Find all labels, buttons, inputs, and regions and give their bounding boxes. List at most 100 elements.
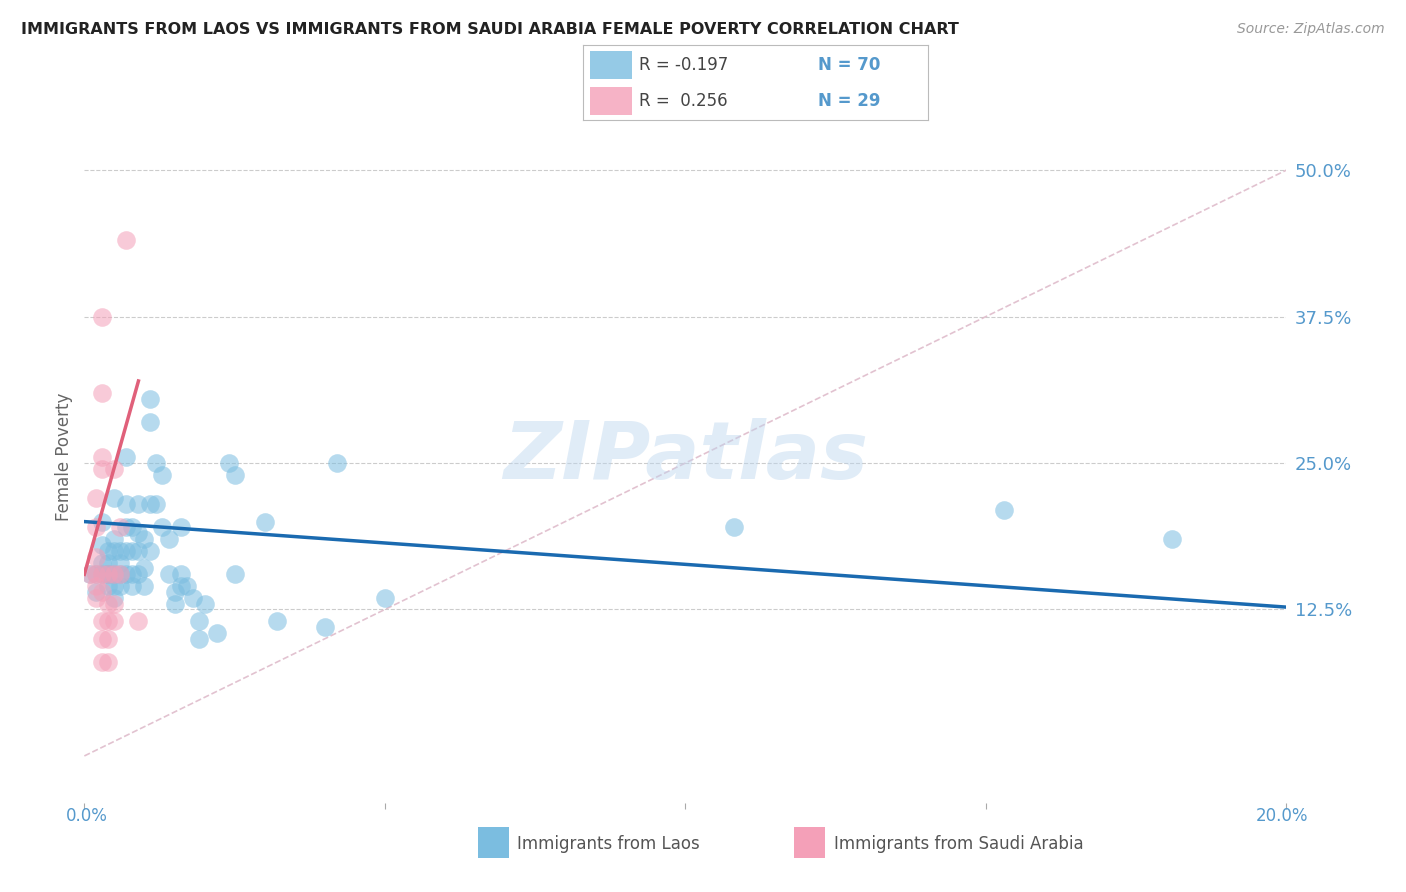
Point [91,538,114,552]
Point [121,544,143,558]
Point [139,544,162,558]
Point [97,579,120,593]
Point [91,310,114,324]
Point [97,632,120,646]
Point [97,655,120,669]
Point [103,614,125,628]
FancyBboxPatch shape [591,52,631,79]
Point [152,520,174,534]
Point [187,632,209,646]
Point [169,567,191,582]
Point [145,497,167,511]
Point [181,591,204,605]
Point [91,450,114,465]
Point [253,515,276,529]
Point [91,515,114,529]
Point [127,497,149,511]
Point [993,503,1015,517]
Text: Immigrants from Saudi Arabia: Immigrants from Saudi Arabia [834,835,1084,853]
Text: N = 70: N = 70 [818,56,880,74]
Point [97,567,120,582]
Point [91,385,114,400]
Point [79,567,101,582]
Point [91,556,114,570]
Point [115,233,138,247]
FancyBboxPatch shape [591,87,631,115]
Point [127,567,149,582]
Point [103,544,125,558]
Point [86,585,108,599]
Point [115,497,138,511]
Point [723,520,745,534]
Point [79,567,101,582]
Point [115,567,138,582]
Point [97,597,120,611]
Point [157,567,180,582]
Point [86,520,108,534]
Point [326,456,349,470]
Point [103,462,125,476]
Text: ZIPatlas: ZIPatlas [503,418,868,496]
Point [127,614,149,628]
Point [91,614,114,628]
Point [121,520,143,534]
Text: R =  0.256: R = 0.256 [638,92,727,110]
Point [163,585,186,599]
Point [169,579,191,593]
Point [121,579,143,593]
Point [134,561,156,575]
Point [97,556,120,570]
Point [110,520,132,534]
Point [103,532,125,546]
Point [139,392,162,406]
Point [110,544,132,558]
Point [152,467,174,482]
Point [110,567,132,582]
Text: Source: ZipAtlas.com: Source: ZipAtlas.com [1237,22,1385,37]
Point [91,632,114,646]
Point [121,567,143,582]
Point [86,567,108,582]
Point [127,544,149,558]
Text: R = -0.197: R = -0.197 [638,56,728,74]
Point [134,579,156,593]
Point [91,567,114,582]
Point [86,549,108,564]
Y-axis label: Female Poverty: Female Poverty [55,393,73,521]
Text: N = 29: N = 29 [818,92,880,110]
Point [139,497,162,511]
Point [110,556,132,570]
Point [86,591,108,605]
Point [194,597,217,611]
Point [374,591,396,605]
Point [110,567,132,582]
Text: 0.0%: 0.0% [66,807,108,825]
Point [1161,532,1184,546]
Point [224,467,246,482]
Point [205,626,228,640]
Text: Immigrants from Laos: Immigrants from Laos [517,835,700,853]
Point [115,450,138,465]
Point [86,567,108,582]
Point [103,567,125,582]
Point [91,567,114,582]
Point [176,579,198,593]
Point [97,567,120,582]
Point [103,567,125,582]
Point [169,520,191,534]
Text: IMMIGRANTS FROM LAOS VS IMMIGRANTS FROM SAUDI ARABIA FEMALE POVERTY CORRELATION : IMMIGRANTS FROM LAOS VS IMMIGRANTS FROM … [21,22,959,37]
Point [103,579,125,593]
Point [91,585,114,599]
Point [103,491,125,505]
Point [218,456,240,470]
Point [115,544,138,558]
Point [86,491,108,505]
Point [157,532,180,546]
Point [91,462,114,476]
Point [224,567,246,582]
Point [86,579,108,593]
Point [97,567,120,582]
Point [97,544,120,558]
Point [139,415,162,429]
Text: 20.0%: 20.0% [1256,807,1309,825]
